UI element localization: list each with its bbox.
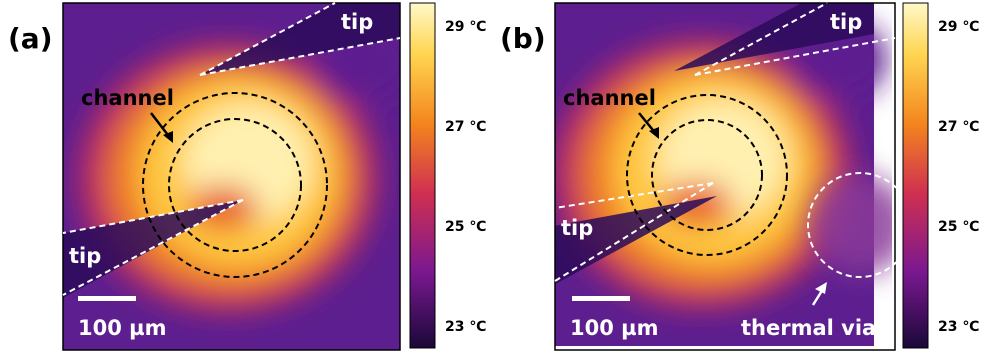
colorbar-tick: 27 ℃	[938, 119, 979, 135]
colorbar	[410, 3, 435, 348]
colorbar-tick: 25 ℃	[938, 219, 979, 235]
colorbar-tick: 23 ℃	[938, 319, 979, 335]
colorbar-tick: 29 ℃	[938, 19, 979, 35]
colorbar-tick: 25 ℃	[445, 219, 486, 235]
channel-label: channel	[563, 86, 656, 110]
tip-label: tip	[830, 10, 862, 34]
tip-label: tip	[69, 244, 101, 268]
thermal-image: channel tip tip 100 µm	[63, 3, 413, 350]
panel-label: (a)	[8, 22, 53, 55]
tip-label: tip	[561, 216, 593, 240]
tip-label: tip	[341, 10, 373, 34]
colorbar	[903, 3, 928, 348]
thermal-image: channel tip tip 100 µm thermal via	[537, 0, 912, 350]
colorbar-tick: 23 ℃	[445, 319, 486, 335]
scale-label: 100 µm	[570, 316, 658, 340]
channel-label: channel	[81, 86, 174, 110]
figure: (a) channel tip tip 100 µm 29 ℃ 27 ℃ 25 …	[0, 0, 987, 354]
scale-label: 100 µm	[78, 316, 166, 340]
via-label: thermal via	[741, 316, 876, 340]
colorbar-tick: 27 ℃	[445, 119, 486, 135]
colorbar-tick: 29 ℃	[445, 19, 486, 35]
panel-label: (b)	[500, 22, 546, 55]
